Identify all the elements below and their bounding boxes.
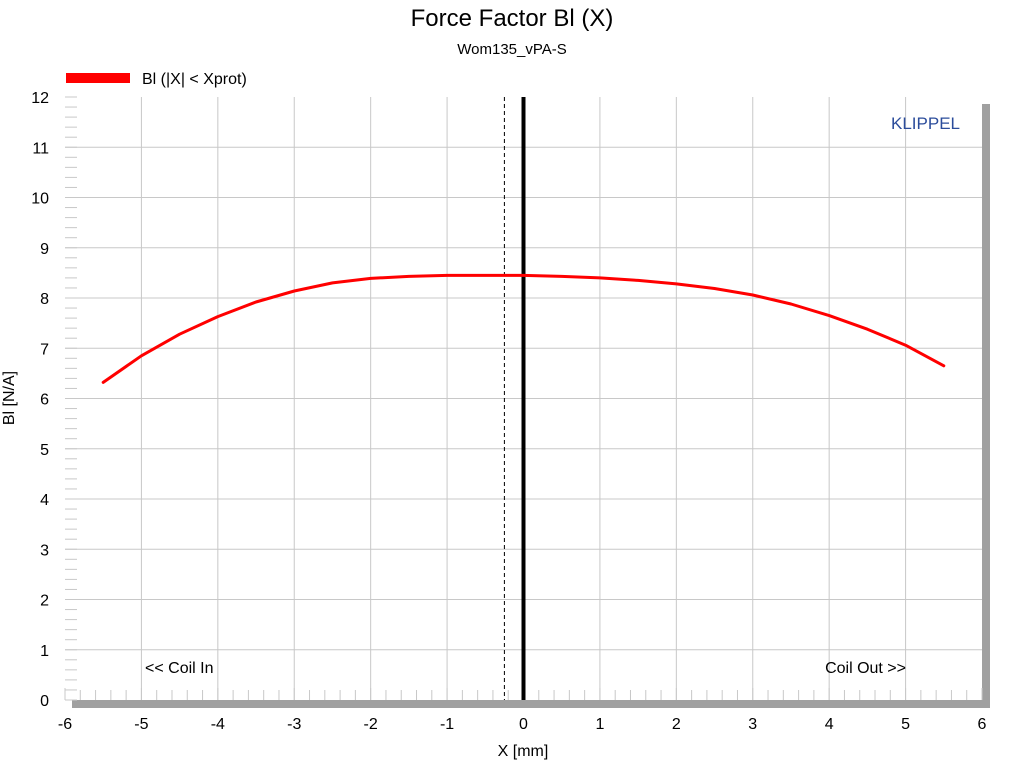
y-tick-label: 3: [40, 542, 49, 559]
y-tick-label: 0: [40, 693, 49, 710]
y-tick-label: 8: [40, 291, 49, 308]
y-tick-label: 5: [40, 442, 49, 459]
y-tick-label: 6: [40, 392, 49, 409]
y-tick-label: 11: [32, 140, 49, 157]
y-tick-label: 10: [31, 191, 49, 208]
x-tick-label: -3: [287, 716, 301, 733]
x-tick-label: 1: [595, 716, 604, 733]
legend-label: Bl (|X| < Xprot): [142, 71, 247, 88]
y-tick-label: 7: [40, 341, 49, 358]
coil-in-label: << Coil In: [145, 660, 213, 677]
x-axis-title: X [mm]: [498, 743, 549, 760]
x-tick-label: 4: [825, 716, 834, 733]
x-tick-label: 2: [672, 716, 681, 733]
chart-title: Force Factor Bl (X): [411, 5, 614, 32]
y-axis-title: Bl [N/A]: [1, 371, 18, 425]
reference-lines: [503, 97, 526, 700]
series-layer: [101, 273, 946, 384]
brand-label: KLIPPEL: [891, 114, 960, 133]
x-tick-label: -4: [211, 716, 225, 733]
x-tick-label: -1: [440, 716, 454, 733]
x-tick-label: 5: [901, 716, 910, 733]
coil-out-label: Coil Out >>: [825, 660, 906, 677]
y-tick-label: 4: [40, 492, 49, 509]
minor-ticks: [64, 96, 983, 701]
y-tick-label: 2: [40, 593, 49, 610]
x-tick-label: -5: [134, 716, 148, 733]
x-tick-label: -2: [364, 716, 378, 733]
bl-curve: [101, 273, 946, 384]
x-tick-label: -6: [58, 716, 72, 733]
chart-subtitle: Wom135_vPA-S: [457, 41, 567, 58]
x-tick-label: 6: [978, 716, 987, 733]
y-tick-label: 12: [31, 90, 49, 107]
y-tick-label: 9: [40, 241, 49, 258]
x-tick-label: 3: [748, 716, 757, 733]
y-tick-label: 1: [40, 643, 49, 660]
x-tick-label: 0: [519, 716, 528, 733]
legend-swatch: [66, 73, 130, 83]
